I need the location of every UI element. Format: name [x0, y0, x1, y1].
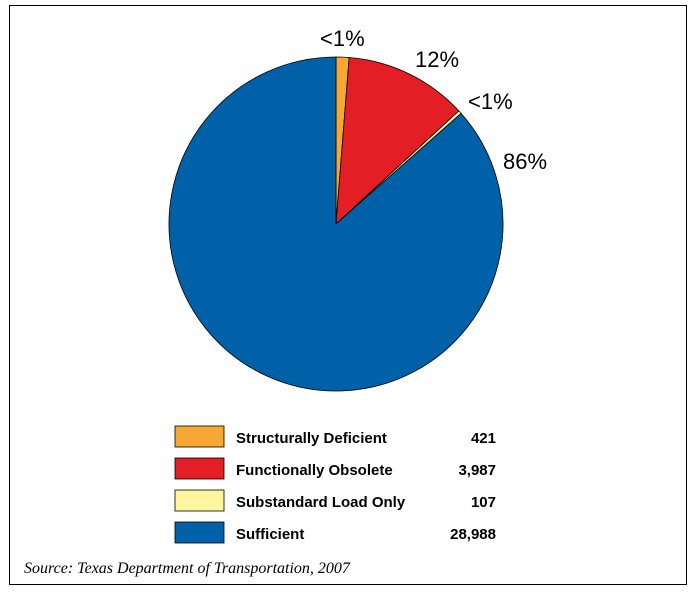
legend-swatch-functionally-obsolete: [174, 457, 225, 480]
percent-label-substandard-load-only: <1%: [468, 89, 513, 114]
legend-value: 107: [471, 494, 496, 511]
legend-value: 3,987: [458, 462, 496, 479]
legend-swatch-structurally-deficient: [174, 425, 225, 448]
legend-value: 28,988: [450, 526, 496, 543]
percent-label-functionally-obsolete: 12%: [415, 47, 459, 72]
legend: Structurally Deficient 421 Functionally …: [174, 425, 496, 544]
legend-swatch-sufficient: [174, 521, 225, 544]
legend-label: Structurally Deficient: [236, 430, 387, 447]
legend-item: Substandard Load Only 107: [174, 489, 496, 512]
percent-labels: <1% 12% <1% 86%: [320, 26, 547, 174]
pie-slice-functionally-obsolete: [335, 57, 460, 225]
legend-label: Substandard Load Only: [236, 494, 406, 511]
pie-slice-sufficient: [168, 56, 504, 392]
legend-label: Functionally Obsolete: [236, 462, 393, 479]
percent-label-sufficient: 86%: [503, 149, 547, 174]
source-note: Source: Texas Department of Transportati…: [24, 560, 350, 577]
percent-label-structurally-deficient: <1%: [320, 26, 365, 51]
legend-swatch-substandard-load-only: [174, 489, 225, 512]
pie-slices: [168, 56, 504, 392]
legend-label: Sufficient: [236, 526, 304, 543]
legend-value: 421: [471, 430, 496, 447]
legend-item: Sufficient 28,988: [174, 521, 496, 544]
legend-item: Structurally Deficient 421: [174, 425, 496, 448]
legend-item: Functionally Obsolete 3,987: [174, 457, 496, 480]
